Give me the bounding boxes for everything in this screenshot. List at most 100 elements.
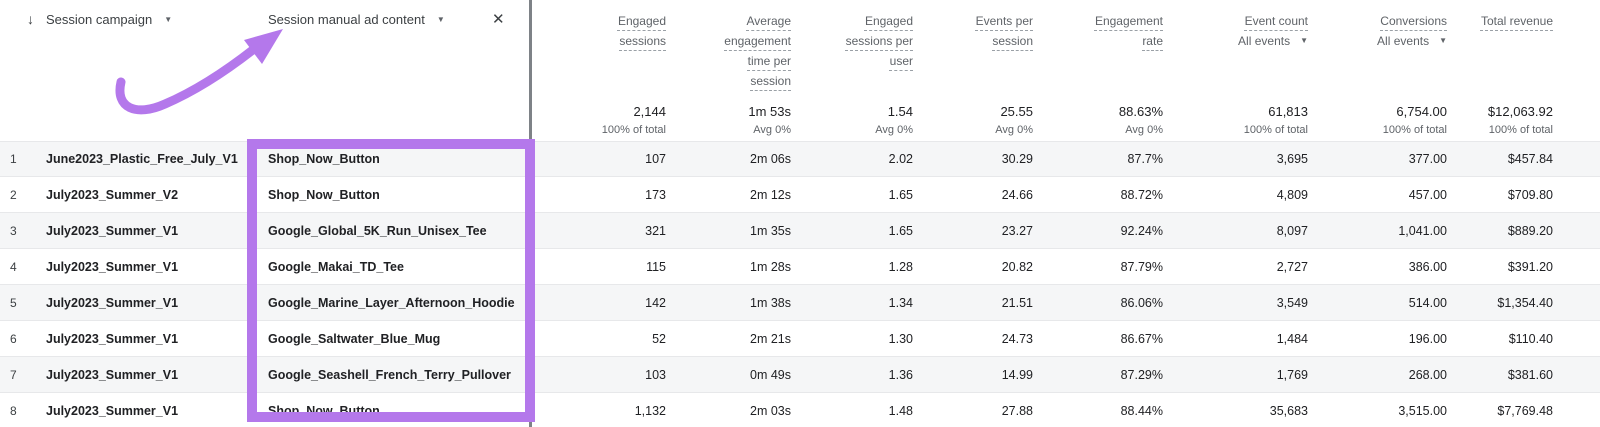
cell-session-manual-ad-content: Google_Seashell_French_Terry_Pullover [268,367,511,382]
row-index: 2 [10,187,17,202]
cell-session-campaign: July2023_Summer_V1 [46,223,179,238]
total-value: 25.55 [1000,104,1033,119]
close-icon[interactable]: ✕ [492,11,505,28]
cell-total-revenue: $381.60 [1507,367,1553,382]
total-value: 88.63% [1118,104,1163,119]
metric-header-label[interactable]: Total revenue [1480,14,1553,28]
cell-conversions: 377.00 [1408,152,1447,166]
cell-total-revenue: $1,354.40 [1497,295,1553,310]
cell-conversions: 196.00 [1408,331,1447,346]
cell-session-campaign: July2023_Summer_V1 [46,295,179,310]
total-event-count: 61,813 100% of total [1163,104,1308,136]
chevron-down-icon: ▼ [164,15,173,24]
metric-header-label[interactable]: Engaged sessions [617,14,666,48]
total-sublabel: 100% of total [601,124,666,136]
cell-conversions: 386.00 [1408,259,1447,274]
cell-session-manual-ad-content: Shop_Now_Button [268,403,380,418]
totals-row: 2,144 100% of total 1m 53s Avg 0% 1.54 Avg 0%… [533,104,1600,136]
cell-engagement-rate: 88.72% [1120,187,1163,202]
total-sublabel: Avg 0% [995,124,1033,136]
cell-event-count: 1,769 [1276,367,1308,382]
table-row: 3 July2023_Summer_V1 Google_Global_5K_Run_… [0,213,1600,249]
cell-session-campaign: June2023_Plastic_Free_July_V1 [46,152,238,166]
cell-events-per-session: 27.88 [1001,403,1033,418]
cell-event-count: 8,097 [1276,223,1308,238]
cell-events-per-session: 24.73 [1001,331,1033,346]
metric-header-label[interactable]: Conversions [1380,14,1447,28]
total-sublabel: Avg 0% [1125,124,1163,136]
cell-engaged-sessions-per-user: 1.36 [888,367,913,382]
metric-header-label[interactable]: Events per session [975,14,1033,48]
metric-header-label[interactable]: Engagement rate [1094,14,1163,48]
cell-engaged-sessions: 107 [645,152,666,166]
cell-session-manual-ad-content: Google_Saltwater_Blue_Mug [268,331,441,346]
metric-subfilter-dropdown[interactable]: All events ▼ [1308,31,1447,51]
cell-total-revenue: $110.40 [1508,331,1553,346]
metric-subfilter-label: All events [1377,34,1430,48]
cell-engaged-sessions: 103 [645,367,666,382]
metric-header-conversions: Conversions All events ▼ [1308,0,1447,91]
dimension-dropdown-session-campaign[interactable]: Session campaign ▼ [46,12,172,27]
total-value: 2,144 [633,104,666,119]
total-sublabel: Avg 0% [875,124,913,136]
cell-engaged-sessions: 173 [645,187,666,202]
cell-engagement-rate: 86.06% [1120,295,1163,310]
total-engagement-rate: 88.63% Avg 0% [1033,104,1163,136]
table-row: 7 July2023_Summer_V1 Google_Seashell_Frenc… [0,357,1600,393]
cell-session-manual-ad-content: Google_Makai_TD_Tee [268,259,404,274]
cell-average-engagement-time-per-session: 0m 49s [750,367,791,382]
cell-total-revenue: $457.84 [1507,152,1553,166]
cell-conversions: 514.00 [1408,295,1447,310]
cell-session-manual-ad-content: Google_Marine_Layer_Afternoon_Hoodie [268,295,515,310]
row-index: 8 [10,403,17,418]
total-value: 6,754.00 [1396,104,1447,119]
cell-engaged-sessions-per-user: 1.65 [888,223,913,238]
table-row: 2 July2023_Summer_V2 Shop_Now_Button 173 2m … [0,177,1600,213]
dimension-primary-label: Session campaign [46,12,153,27]
cell-engaged-sessions-per-user: 1.28 [888,259,913,274]
table-row: 6 July2023_Summer_V1 Google_Saltwater_Blue… [0,321,1600,357]
total-value: 1.54 [887,104,913,119]
row-index: 7 [10,367,17,382]
total-events-per-session: 25.55 Avg 0% [913,104,1033,136]
cell-engaged-sessions-per-user: 1.30 [888,331,913,346]
cell-engagement-rate: 87.29% [1120,367,1163,382]
metric-header-label[interactable]: Average engagement time per session [724,14,791,88]
cell-events-per-session: 14.99 [1001,367,1033,382]
cell-average-engagement-time-per-session: 1m 35s [750,223,791,238]
total-value: 61,813 [1268,104,1308,119]
table-row: 4 July2023_Summer_V1 Google_Makai_TD_Tee 11… [0,249,1600,285]
metric-subfilter-label: All events [1238,34,1291,48]
table-row: 5 July2023_Summer_V1 Google_Marine_Layer_A… [0,285,1600,321]
cell-engaged-sessions-per-user: 1.65 [888,187,913,202]
cell-events-per-session: 23.27 [1001,223,1033,238]
cell-conversions: 1,041.00 [1398,223,1447,238]
cell-engaged-sessions: 52 [652,331,666,346]
cell-session-campaign: July2023_Summer_V1 [46,403,179,418]
panel-divider[interactable] [529,0,532,427]
metric-header-label[interactable]: Event count [1244,14,1308,28]
metric-header-engagement-rate: Engagement rate [1033,0,1163,91]
cell-engaged-sessions-per-user: 1.48 [888,403,913,418]
total-sublabel: Avg 0% [753,124,791,136]
total-sublabel: 100% of total [1488,124,1553,136]
total-engaged-sessions: 2,144 100% of total [533,104,666,136]
row-index: 6 [10,331,17,346]
sort-descending-icon[interactable]: ↓ [27,11,34,27]
cell-session-campaign: July2023_Summer_V1 [46,331,179,346]
cell-engaged-sessions: 142 [645,295,666,310]
cell-engagement-rate: 92.24% [1120,223,1163,238]
metric-header-label[interactable]: Engaged sessions per user [845,14,913,68]
total-value: $12,063.92 [1487,104,1553,119]
cell-events-per-session: 21.51 [1001,295,1033,310]
metric-header-average-engagement-time-per-session: Average engagement time per session [666,0,791,91]
dimension-dropdown-session-manual-ad-content[interactable]: Session manual ad content ▼ [268,12,445,27]
cell-conversions: 3,515.00 [1398,403,1447,418]
cell-event-count: 4,809 [1276,187,1308,202]
cell-total-revenue: $889.20 [1507,223,1553,238]
cell-engaged-sessions-per-user: 2.02 [888,152,913,166]
metric-subfilter-dropdown[interactable]: All events ▼ [1163,31,1308,51]
cell-session-manual-ad-content: Shop_Now_Button [268,187,380,202]
row-index: 3 [10,223,17,238]
cell-average-engagement-time-per-session: 2m 06s [750,152,791,166]
